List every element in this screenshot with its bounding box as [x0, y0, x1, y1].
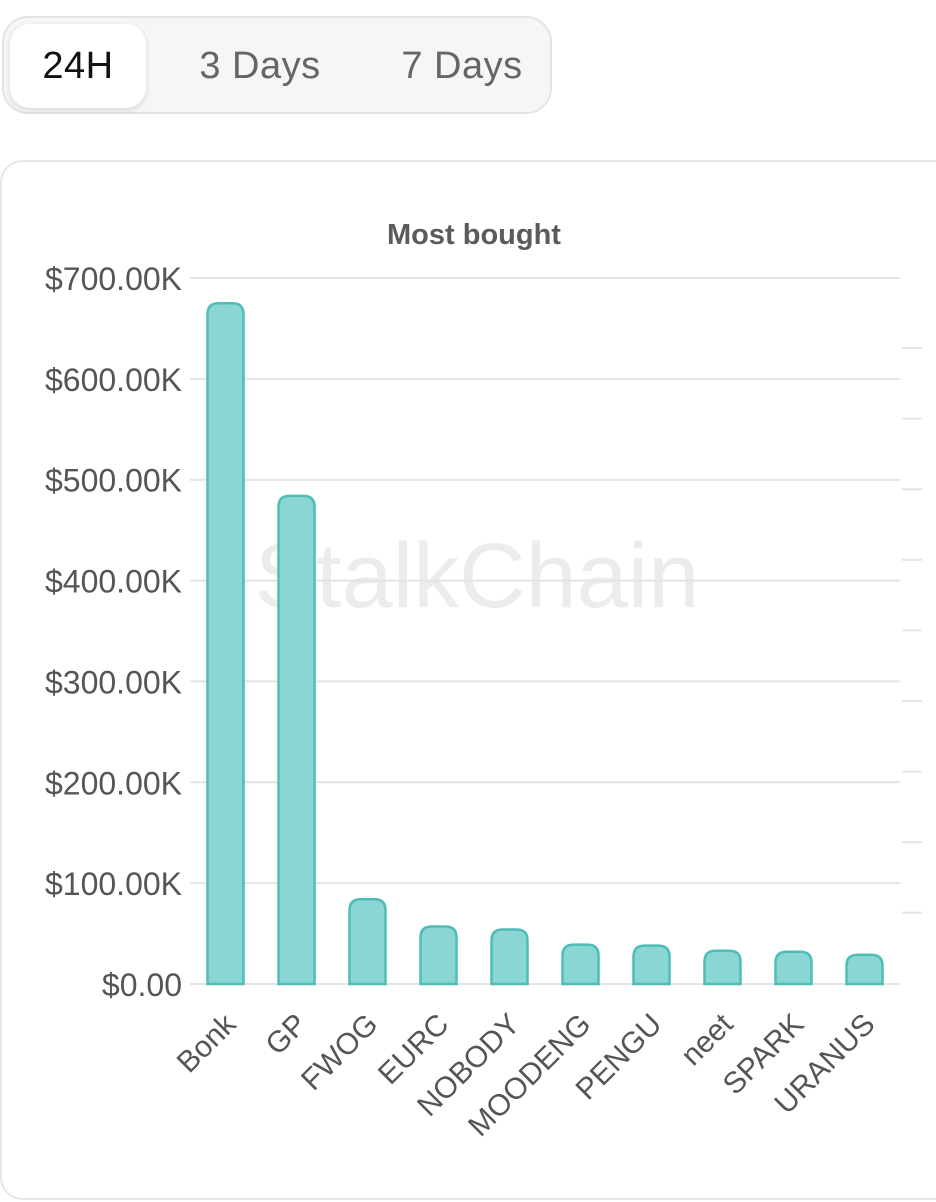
x-tick-label: neet	[675, 1007, 740, 1072]
bar-neet	[703, 949, 742, 986]
most-bought-chart: StalkChain Most bought $0.00 $100.00K $200.0…	[45, 219, 922, 1143]
bar-gp	[277, 494, 316, 986]
y-tick-label: $100.00K	[45, 866, 182, 902]
time-range-tabs: 24H 3 Days 7 Days	[2, 16, 552, 114]
bar-bonk	[206, 301, 245, 986]
y-tick-label: $700.00K	[45, 261, 182, 297]
chart-title: Most bought	[387, 219, 561, 251]
x-tick-label: Bonk	[171, 1007, 243, 1079]
x-tick-label: GP	[259, 1008, 313, 1062]
bar-fwog	[348, 898, 387, 986]
tab-3-days[interactable]: 3 Days	[199, 45, 321, 87]
x-tick-label: FWOG	[295, 1008, 384, 1097]
y-tick-label: $300.00K	[45, 664, 182, 700]
bar-pengu	[632, 944, 671, 986]
bar-eurc	[419, 925, 458, 986]
watermark-text: StalkChain	[255, 525, 700, 627]
tab-7-days[interactable]: 7 Days	[401, 45, 523, 87]
bar-uranus	[845, 953, 884, 986]
y-tick-label: $500.00K	[45, 463, 182, 499]
bar-nobody	[490, 928, 529, 986]
chart-card: StalkChain Most bought $0.00 $100.00K $200.0…	[0, 160, 936, 1200]
y-tick-label: $400.00K	[45, 564, 182, 600]
y-tick-label: $600.00K	[45, 362, 182, 398]
tab-24h[interactable]: 24H	[10, 24, 146, 108]
y-tick-label: $200.00K	[45, 765, 182, 801]
bar-moodeng	[561, 943, 600, 986]
y-tick-label: $0.00	[102, 967, 182, 1003]
bar-spark	[774, 950, 813, 986]
